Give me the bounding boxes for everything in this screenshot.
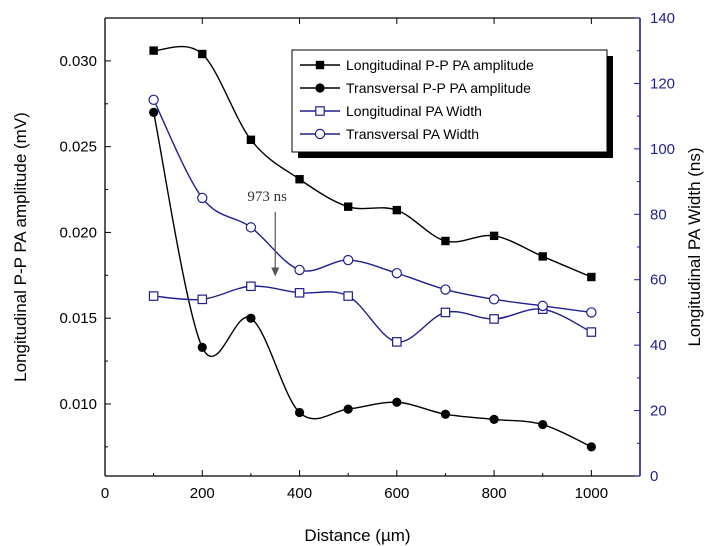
data-point bbox=[391, 267, 403, 279]
data-point bbox=[294, 264, 305, 276]
x-tick-label: 400 bbox=[287, 485, 312, 502]
data-point bbox=[441, 236, 450, 246]
legend-marker bbox=[314, 128, 326, 140]
data-point bbox=[440, 284, 451, 295]
y-right-tick-label: 140 bbox=[650, 10, 675, 27]
data-point bbox=[392, 205, 402, 215]
data-point bbox=[538, 419, 548, 430]
y-left-tick-label: 0.020 bbox=[59, 224, 97, 241]
data-point bbox=[198, 49, 207, 59]
data-point bbox=[489, 231, 499, 241]
data-point bbox=[587, 272, 596, 282]
x-tick-label: 800 bbox=[482, 485, 507, 502]
legend: Longitudinal P-P PA amplitude Transversal… bbox=[291, 49, 608, 153]
data-point bbox=[488, 294, 500, 305]
data-point bbox=[489, 414, 499, 424]
legend-label: Transversal P-P PA amplitude bbox=[346, 80, 531, 96]
x-tick-label: 1000 bbox=[575, 485, 608, 502]
y-right-tick-label: 40 bbox=[650, 337, 667, 354]
y-right-axis-title: Longitudinal PA Width (ns) bbox=[685, 147, 704, 346]
x-tick-label: 0 bbox=[101, 485, 109, 502]
data-point bbox=[489, 314, 499, 324]
y-left-tick-label: 0.030 bbox=[59, 53, 97, 70]
data-point bbox=[343, 291, 353, 301]
data-point bbox=[295, 175, 304, 184]
series-line bbox=[153, 45, 592, 278]
x-axis-title: Distance (µm) bbox=[304, 526, 410, 545]
data-point bbox=[392, 397, 402, 407]
annotation-label: 973 ns bbox=[247, 189, 287, 205]
series-4 bbox=[148, 94, 597, 318]
data-point bbox=[197, 294, 208, 305]
series-line bbox=[153, 99, 592, 314]
y-right-tick-label: 60 bbox=[650, 272, 667, 289]
data-point bbox=[586, 327, 597, 337]
data-point bbox=[148, 291, 159, 301]
y-right-tick-label: 20 bbox=[650, 403, 667, 420]
data-point bbox=[343, 404, 353, 414]
data-point bbox=[246, 135, 256, 144]
data-point bbox=[246, 281, 256, 292]
data-point bbox=[392, 337, 402, 347]
y-left-axis-title: Longitudinal P-P PA amplitude (mV) bbox=[11, 112, 30, 382]
legend-marker bbox=[315, 83, 325, 93]
series-1 bbox=[149, 45, 596, 282]
data-point bbox=[149, 107, 159, 117]
y-right-tick-label: 120 bbox=[650, 75, 675, 92]
series-line bbox=[152, 112, 592, 448]
legend-box bbox=[291, 49, 608, 153]
data-point bbox=[440, 409, 451, 419]
y-left-tick-label: 0.010 bbox=[59, 396, 97, 413]
legend-label: Transversal PA Width bbox=[346, 126, 479, 142]
annotation-arrow-head bbox=[271, 267, 280, 277]
data-point bbox=[197, 192, 208, 204]
data-point bbox=[197, 342, 207, 352]
y-left-tick-label: 0.025 bbox=[59, 139, 97, 156]
data-point bbox=[342, 254, 354, 266]
data-point bbox=[343, 202, 353, 211]
series-line bbox=[153, 285, 592, 343]
x-tick-label: 200 bbox=[190, 485, 215, 502]
x-tick-label: 600 bbox=[384, 485, 409, 502]
series-2 bbox=[149, 107, 596, 452]
data-point bbox=[246, 313, 256, 323]
data-point bbox=[294, 288, 305, 298]
y-right-tick-label: 0 bbox=[650, 468, 658, 485]
legend-label: Longitudinal PA Width bbox=[346, 103, 482, 119]
data-point bbox=[294, 407, 305, 418]
legend-marker bbox=[315, 60, 325, 70]
legend-label: Longitudinal P-P PA amplitude bbox=[346, 57, 534, 73]
y-right-tick-label: 100 bbox=[650, 141, 675, 158]
data-point bbox=[538, 252, 547, 261]
y-right-tick-label: 80 bbox=[650, 206, 667, 223]
series-3 bbox=[148, 281, 597, 347]
data-point bbox=[537, 300, 548, 312]
legend-marker bbox=[315, 106, 325, 116]
data-point bbox=[148, 94, 159, 105]
data-point bbox=[245, 222, 257, 233]
data-point bbox=[586, 442, 596, 452]
data-point bbox=[440, 307, 451, 318]
data-point bbox=[586, 307, 597, 318]
data-point bbox=[149, 46, 158, 55]
y-left-tick-label: 0.015 bbox=[59, 310, 97, 327]
